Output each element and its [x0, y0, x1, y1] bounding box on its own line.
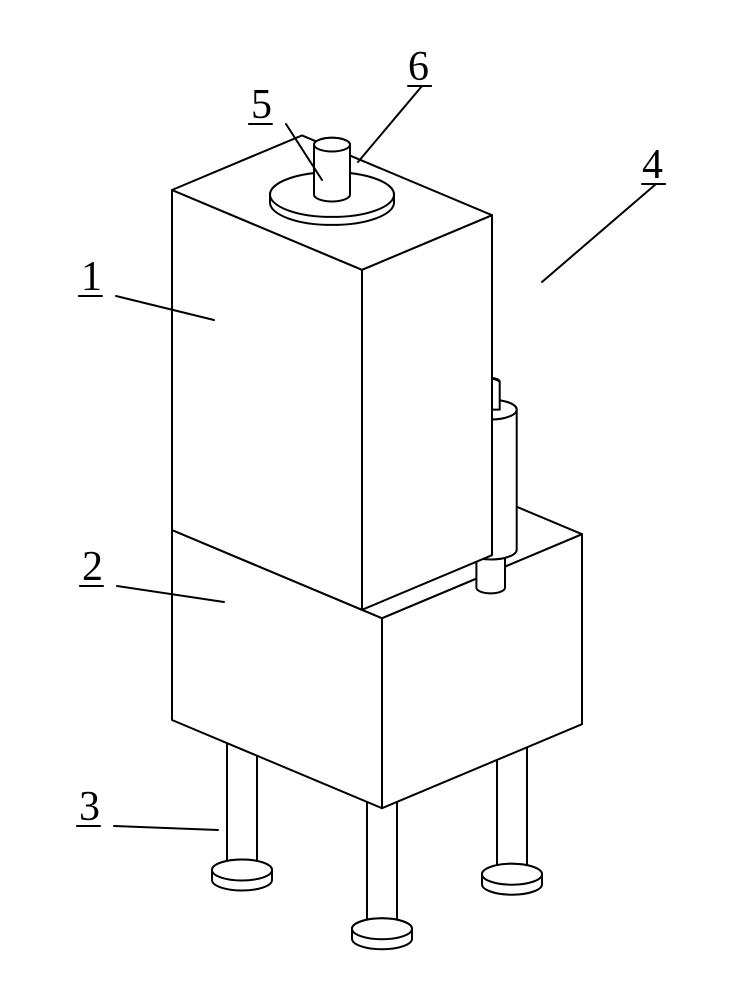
callout-label-1: 1	[81, 254, 102, 300]
callout-label-5: 5	[251, 82, 272, 128]
callout-label-3: 3	[79, 784, 100, 830]
callout-label-6: 6	[408, 44, 429, 90]
isometric-diagram: 1 2 3 4 5 6	[0, 0, 744, 1000]
geometry-group	[172, 135, 582, 949]
callout-label-2: 2	[82, 544, 103, 590]
callout-label-4: 4	[642, 142, 663, 188]
